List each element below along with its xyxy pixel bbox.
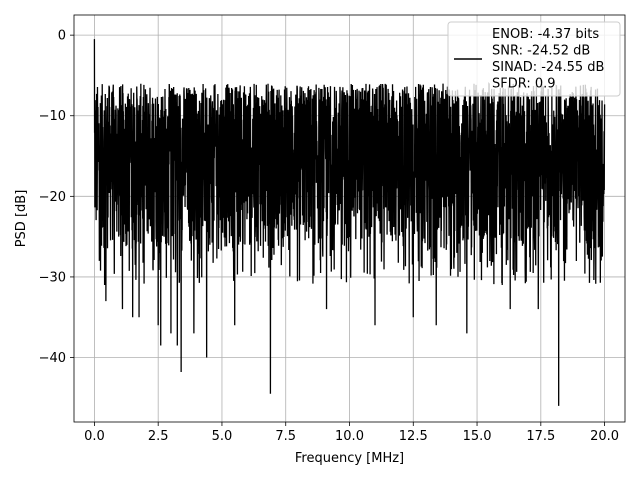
x-tick-label: 10.0 bbox=[335, 429, 364, 444]
x-tick-label: 0.0 bbox=[84, 429, 105, 444]
series-layer bbox=[93, 39, 606, 406]
x-tick-label: 15.0 bbox=[463, 429, 492, 444]
y-axis-ticks: 0 −10 −20 −30 −40 bbox=[39, 29, 74, 366]
psd-series-line bbox=[93, 39, 606, 406]
y-tick-label: 0 bbox=[58, 29, 66, 44]
x-tick-label: 2.5 bbox=[148, 429, 169, 444]
x-axis-label: Frequency [MHz] bbox=[295, 451, 404, 466]
y-tick-label: −30 bbox=[39, 270, 66, 285]
y-tick-label: −40 bbox=[39, 351, 66, 366]
legend-box bbox=[447, 21, 621, 97]
x-axis-ticks: 0.0 2.5 5.0 7.5 10.0 12.5 15.0 17.5 20.0 bbox=[84, 422, 619, 444]
x-tick-label: 5.0 bbox=[212, 429, 233, 444]
y-tick-label: −10 bbox=[39, 109, 66, 124]
y-tick-label: −20 bbox=[39, 190, 66, 205]
y-axis-label: PSD [dB] bbox=[14, 190, 29, 248]
legend-entry: ENOB: -4.37 bits SNR: -24.52 dB SINAD: -24… bbox=[492, 27, 604, 92]
x-tick-label: 17.5 bbox=[526, 429, 555, 444]
x-tick-label: 12.5 bbox=[399, 429, 428, 444]
legend: ENOB: -4.37 bits SNR: -24.52 dB SINAD: -24… bbox=[447, 21, 621, 97]
x-tick-label: 7.5 bbox=[275, 429, 296, 444]
x-tick-label: 20.0 bbox=[590, 429, 619, 444]
